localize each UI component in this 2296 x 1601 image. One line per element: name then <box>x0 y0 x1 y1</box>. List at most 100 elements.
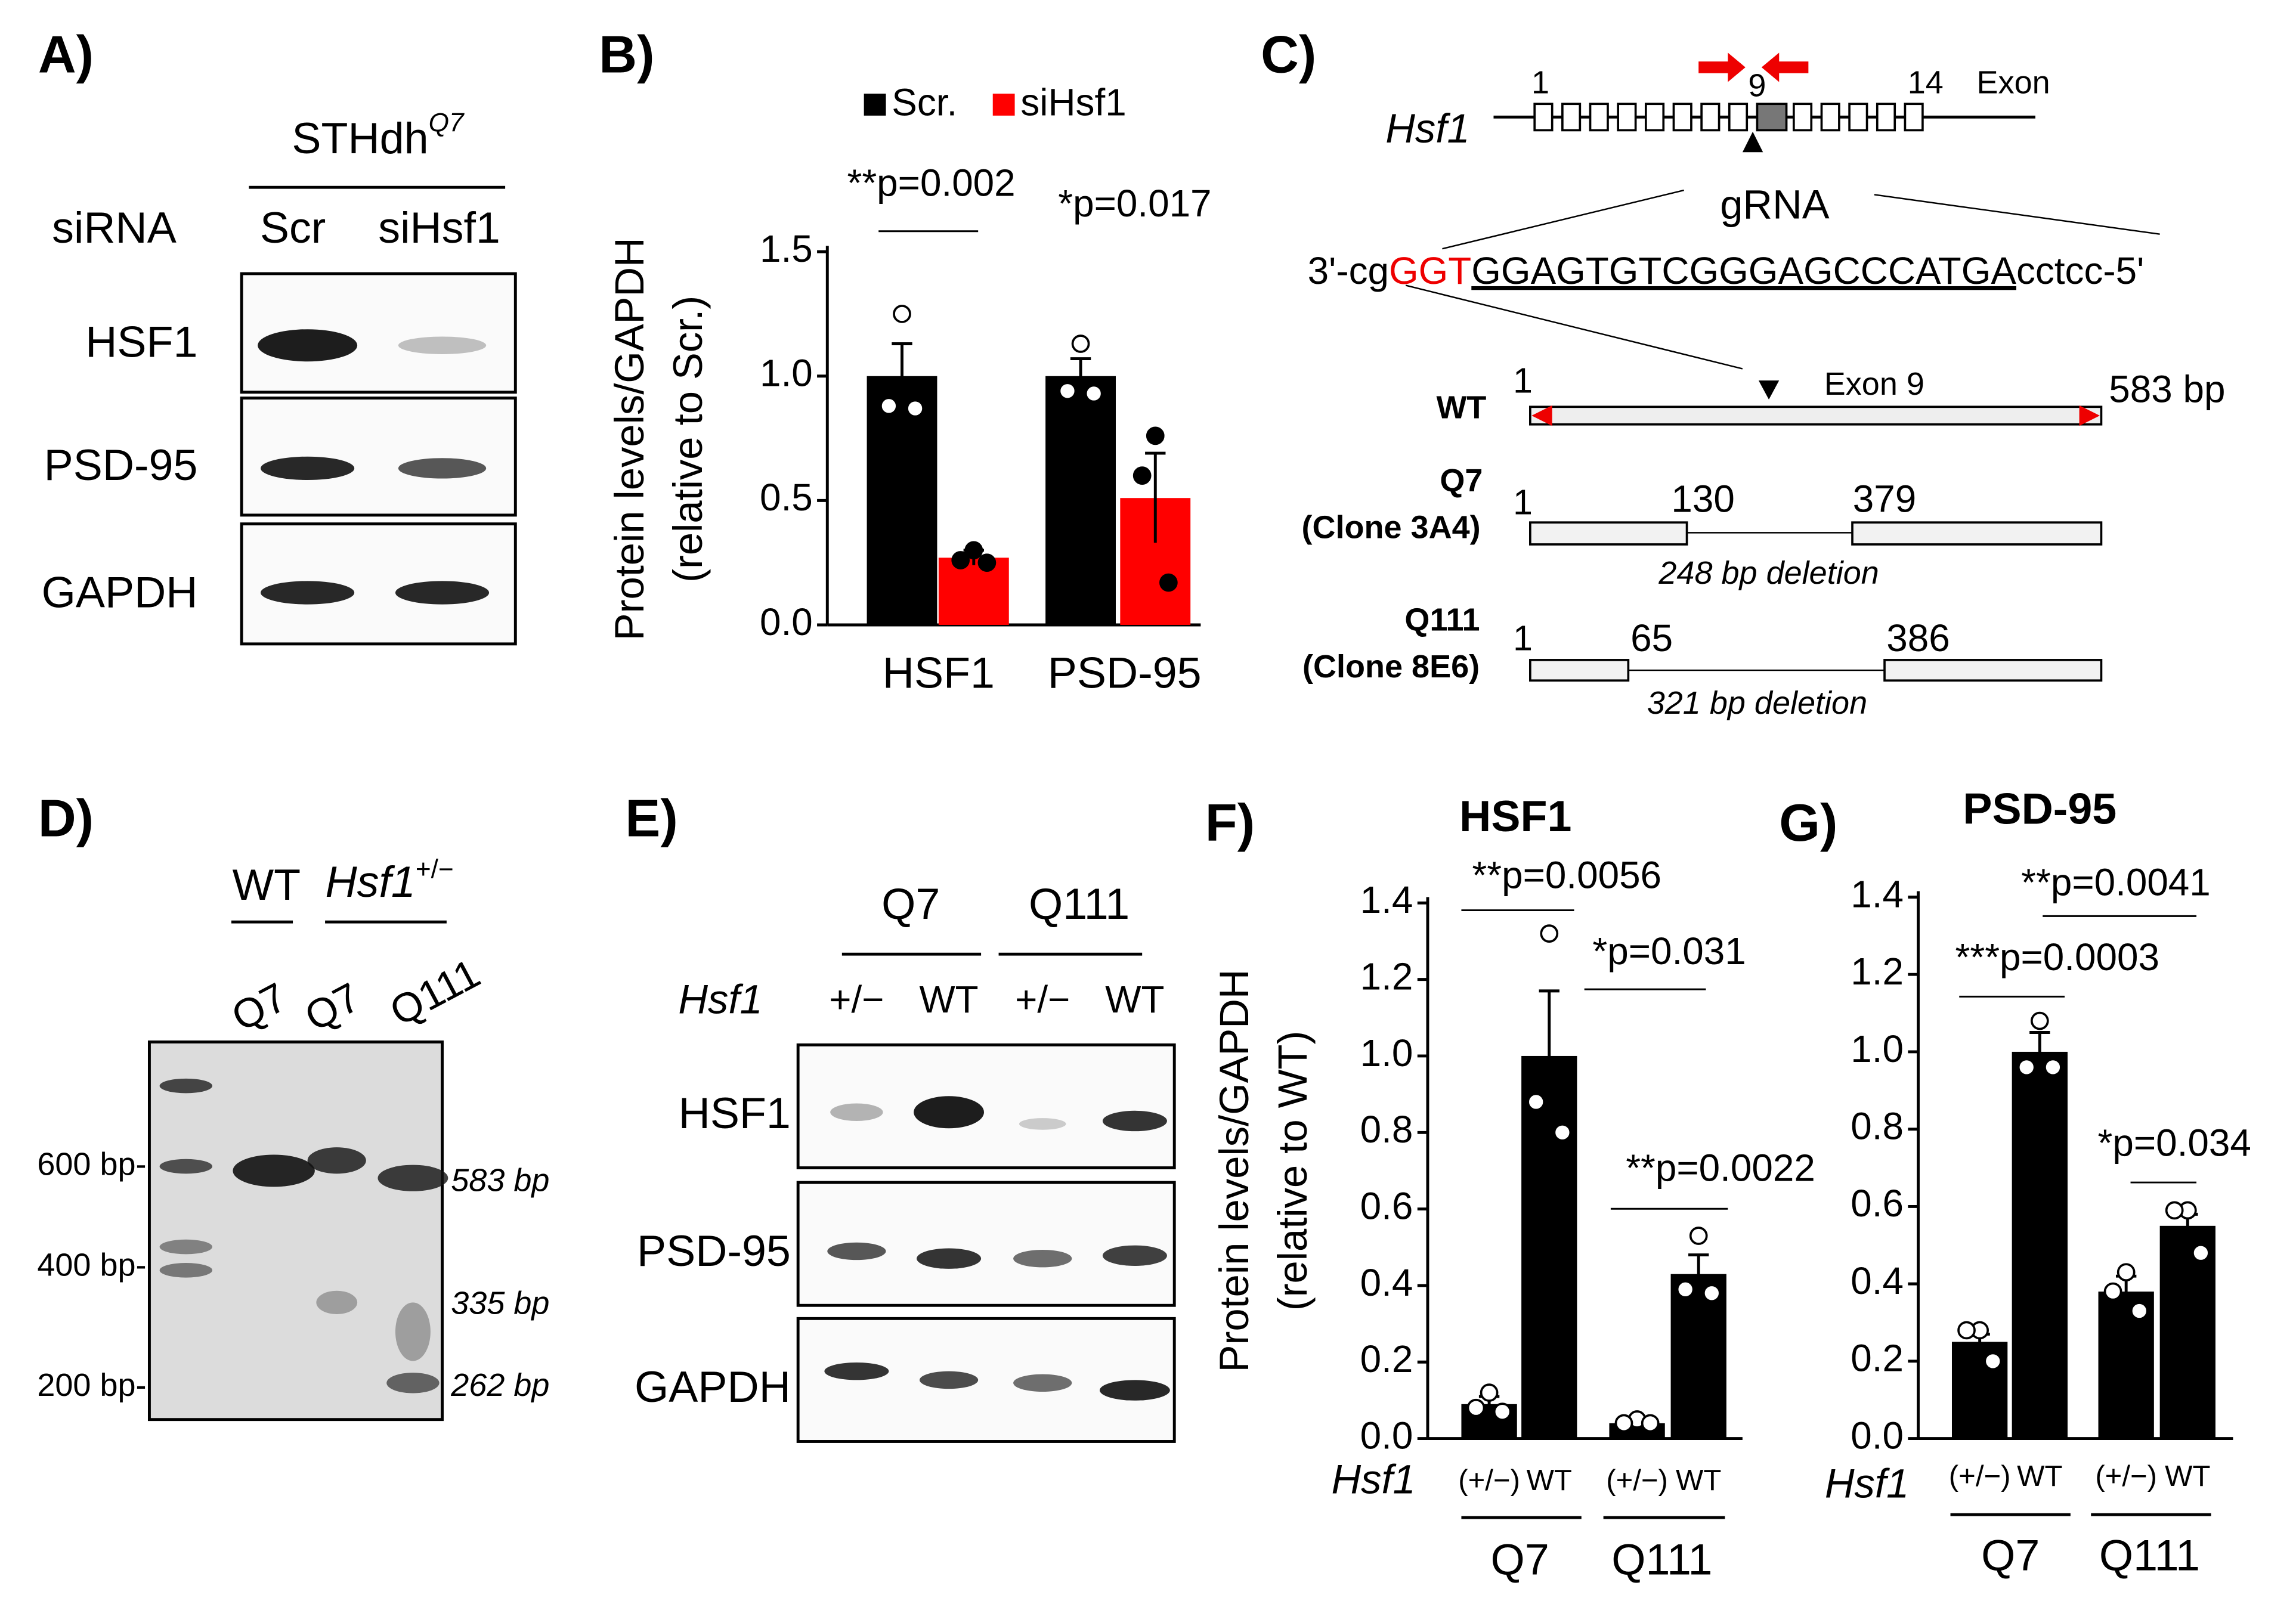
data-point <box>1676 1280 1695 1299</box>
x-tick-label: WT <box>2017 1460 2062 1492</box>
significance: *p=0.034 <box>2098 1122 2251 1165</box>
significance: *p=0.031 <box>1592 930 1746 973</box>
label: 1 <box>1513 362 1533 401</box>
legend-swatch <box>992 94 1015 116</box>
x-tick-label: HSF1 <box>883 648 995 697</box>
blot-band <box>261 456 355 481</box>
exon <box>1820 103 1840 132</box>
data-point <box>1146 426 1165 445</box>
blot-label: HSF1 <box>85 317 197 367</box>
blot-band <box>827 1242 886 1261</box>
data-point <box>2130 1302 2149 1320</box>
text-part: GGAGTGTCGGGAGCCCATGA <box>1471 249 2016 292</box>
x-tick-label: (+/−) <box>1606 1464 1668 1497</box>
label: 130 <box>1671 478 1734 521</box>
blot <box>240 272 517 394</box>
data-point <box>906 399 924 418</box>
label: Hsf1 <box>1385 106 1469 151</box>
exon <box>1904 103 1924 132</box>
blot-label: PSD-95 <box>44 440 198 490</box>
construct <box>1529 405 2103 426</box>
text-part: GGT <box>1389 249 1471 292</box>
data-point <box>1159 573 1178 592</box>
bar <box>867 376 937 625</box>
exon <box>1876 103 1896 132</box>
label: 248 bp deletion <box>1658 555 1879 591</box>
label: Q111 <box>1404 602 1480 637</box>
blot-band <box>398 336 487 354</box>
panel-label: F) <box>1205 793 1255 852</box>
y-tick-label: 0.5 <box>760 476 813 519</box>
y-tick-label: 0.0 <box>1360 1414 1413 1457</box>
blot-band <box>386 1373 440 1393</box>
exon <box>1561 103 1582 132</box>
significance: **p=0.0056 <box>1472 853 1661 896</box>
y-tick-label: 0.4 <box>1360 1261 1413 1304</box>
y-tick-label: 0.6 <box>1360 1184 1413 1227</box>
sequence: 3'-cgGGTGGAGTGTCGGGAGCCCATGAcctcc-5' <box>1308 249 2145 292</box>
legend-label: siHsf1 <box>1020 81 1126 124</box>
data-point <box>1071 335 1090 353</box>
label: Exon <box>1977 65 2050 101</box>
text-part: STHdh <box>292 114 428 163</box>
label: WT <box>1436 389 1486 425</box>
exon <box>1589 103 1609 132</box>
y-tick-label: 1.2 <box>1851 950 1904 993</box>
label: (Clone 8E6) <box>1302 649 1480 685</box>
x-tick-label: WT <box>1676 1464 1721 1497</box>
blot-band <box>1019 1118 1066 1130</box>
text-part: +/− <box>416 854 454 884</box>
row-label: Hsf1 <box>1331 1456 1415 1502</box>
lane-label: Scr <box>260 203 326 252</box>
exon <box>1533 103 1554 132</box>
y-tick-label: 1.4 <box>1851 872 1904 915</box>
data-point <box>1084 384 1103 403</box>
exon <box>1728 103 1749 132</box>
y-tick-label: 0.4 <box>1851 1259 1904 1302</box>
label: 379 <box>1853 478 1916 521</box>
exon <box>1700 103 1721 132</box>
blot-label: HSF1 <box>679 1088 791 1138</box>
label: 386 <box>1886 617 1950 659</box>
data-point <box>1058 382 1077 401</box>
y-tick-label: 1.2 <box>1360 955 1413 998</box>
group-label: Q111 <box>1611 1535 1712 1584</box>
data-point <box>2017 1058 2036 1077</box>
data-point <box>1957 1321 1976 1340</box>
data-point <box>2103 1282 2122 1301</box>
group-label: Q7 <box>1491 1535 1549 1584</box>
data-point <box>1641 1414 1660 1433</box>
label: 1 <box>1531 65 1549 101</box>
cut-marker <box>1758 380 1780 400</box>
blot-band <box>159 1159 213 1174</box>
blot <box>796 1043 1176 1169</box>
y-axis-label: (relative to Scr.) <box>665 296 711 583</box>
x-tick-label: WT <box>2165 1460 2210 1492</box>
data-point <box>2192 1243 2210 1262</box>
exon <box>1848 103 1868 132</box>
blot-band <box>1099 1380 1170 1401</box>
chart-title: PSD-95 <box>1963 784 2116 834</box>
significance: **p=0.0041 <box>2021 861 2211 904</box>
x-tick-label: (+/−) <box>1458 1464 1520 1497</box>
blot-band <box>377 1165 448 1191</box>
construct <box>1851 521 2103 546</box>
rule <box>1442 189 1684 250</box>
label: Q7 <box>881 879 940 928</box>
ladder-label: 600 bp- <box>37 1146 146 1182</box>
y-tick-label: 0.8 <box>1360 1108 1413 1151</box>
construct <box>1529 659 1630 682</box>
y-axis-label: Protein levels/GAPDH <box>607 237 652 640</box>
label: gRNA <box>1720 182 1830 228</box>
blot-label: GAPDH <box>635 1362 791 1411</box>
y-tick-label: 0.0 <box>760 600 813 643</box>
exon <box>1644 103 1665 132</box>
row-label: Hsf1 <box>1825 1461 1909 1507</box>
data-point <box>977 553 997 572</box>
blot-label: PSD-95 <box>637 1226 791 1275</box>
label: WT <box>233 860 301 909</box>
exon <box>1792 103 1813 132</box>
lane-label: +/− <box>1015 978 1070 1021</box>
